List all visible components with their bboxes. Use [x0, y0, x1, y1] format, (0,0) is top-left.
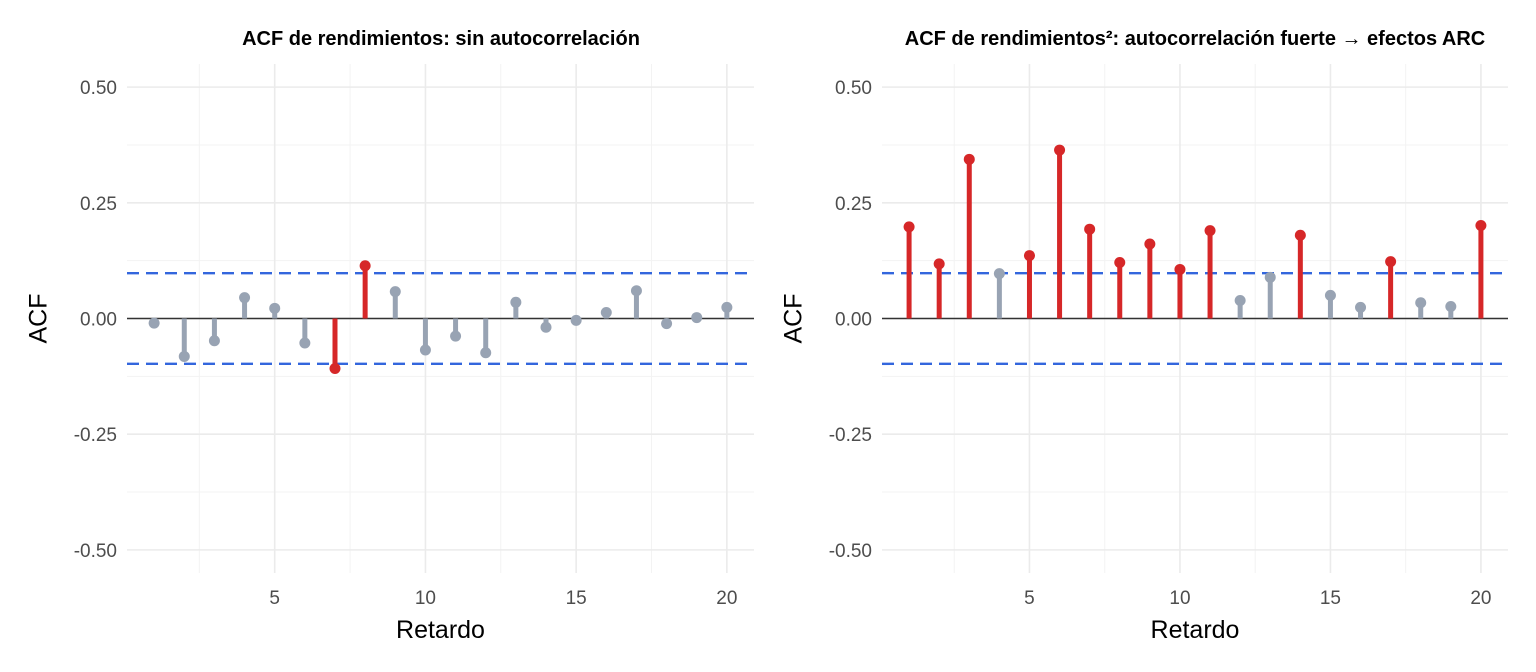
panel-1-acf-point-lag-13 — [510, 296, 522, 308]
panel-1-y-tick-label: -0.25 — [74, 425, 117, 446]
panel-2-acf-point-lag-11 — [1204, 225, 1216, 237]
panel-2-y-tick-label: 0.50 — [835, 78, 872, 99]
panel-2-y-tick-label: -0.50 — [829, 541, 872, 562]
panel-2-x-tick-label: 20 — [1470, 588, 1491, 609]
panel-2-acf-point-lag-15 — [1324, 289, 1336, 301]
panel-1-y-tick-label: 0.25 — [80, 194, 117, 215]
panel-1-acf-point-lag-11 — [450, 330, 462, 342]
panel-2-acf-point-lag-14 — [1294, 229, 1306, 241]
panel-2-acf-point-lag-7 — [1084, 223, 1096, 235]
panel-1-y-tick-label: 0.50 — [80, 78, 117, 99]
panel-1-acf-point-lag-18 — [661, 318, 673, 330]
panel-2-x-tick-label: 15 — [1320, 588, 1341, 609]
panel-1-acf-point-lag-20 — [721, 301, 733, 313]
panel-2-x-tick-label: 10 — [1169, 588, 1190, 609]
panel-2-acf-point-lag-6 — [1054, 144, 1066, 156]
panel-1-acf-point-lag-19 — [691, 312, 703, 324]
panel-1-acf-point-lag-12 — [480, 347, 492, 359]
panel-1-x-tick-label: 5 — [269, 588, 280, 609]
panel-2-y-tick-label: 0.00 — [835, 310, 872, 331]
panel-2-y-tick-label: 0.25 — [835, 194, 872, 215]
panel-2-acf-point-lag-16 — [1355, 301, 1367, 313]
panel-1-acf-point-lag-3 — [208, 335, 220, 347]
panel-1-acf-point-lag-5 — [269, 302, 281, 314]
panel-2-x-axis-label: Retardo — [1151, 616, 1240, 644]
panel-2-x-tick-label: 5 — [1024, 588, 1035, 609]
panel-1-y-tick-label: 0.00 — [80, 310, 117, 331]
panel-1-acf-point-lag-10 — [419, 344, 431, 356]
panel-2-acf-point-lag-19 — [1445, 300, 1457, 312]
panel-1-acf-point-lag-6 — [299, 337, 311, 349]
panel-2-chart-title: ACF de rendimientos²: autocorrelación fu… — [905, 28, 1485, 50]
panel-1-x-axis-label: Retardo — [396, 616, 485, 644]
panel-2-acf-point-lag-5 — [1023, 250, 1035, 262]
panel-2-acf-point-lag-17 — [1385, 256, 1397, 268]
panel-2-acf-point-lag-3 — [963, 153, 975, 165]
panel-2-acf-point-lag-20 — [1475, 219, 1487, 231]
panel-1-acf-point-lag-4 — [239, 292, 251, 304]
panel-2-acf-point-lag-4 — [993, 268, 1005, 280]
panel-2-acf-point-lag-8 — [1114, 257, 1126, 269]
panel-1-x-tick-label: 20 — [716, 588, 737, 609]
panel-1-acf-point-lag-8 — [359, 260, 371, 272]
panel-1-acf-point-lag-9 — [389, 286, 401, 298]
panel-2-acf-point-lag-18 — [1415, 297, 1427, 309]
panel-2-acf-point-lag-2 — [933, 258, 945, 270]
panel-2-y-tick-label: -0.25 — [829, 425, 872, 446]
panel-1-x-tick-label: 10 — [415, 588, 436, 609]
panel-2-y-axis-label: ACF — [780, 294, 808, 344]
panel-2-acf-point-lag-9 — [1144, 238, 1156, 250]
panel-1-acf-point-lag-16 — [600, 306, 612, 318]
panel-1-acf-point-lag-15 — [570, 314, 582, 326]
panel-2-acf-point-lag-1 — [903, 221, 915, 233]
panel-1-acf-point-lag-7 — [329, 362, 341, 374]
panel-2-acf-point-lag-10 — [1174, 263, 1186, 275]
panel-1-acf-point-lag-2 — [178, 350, 190, 362]
panel-1-y-axis-label: ACF — [25, 294, 53, 344]
panel-1-acf-point-lag-1 — [148, 317, 160, 329]
panel-1-acf-point-lag-17 — [630, 285, 642, 297]
panel-1-chart-title: ACF de rendimientos: sin autocorrelación — [242, 28, 640, 50]
panel-1-x-tick-label: 15 — [566, 588, 587, 609]
panel-1-acf-point-lag-14 — [540, 321, 552, 333]
panel-2-acf-point-lag-12 — [1234, 294, 1246, 306]
panel-2-acf-point-lag-13 — [1264, 271, 1276, 283]
panel-1-y-tick-label: -0.50 — [74, 541, 117, 562]
